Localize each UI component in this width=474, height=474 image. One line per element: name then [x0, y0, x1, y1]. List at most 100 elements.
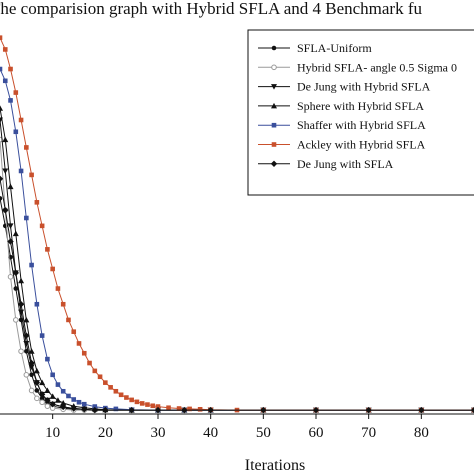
data-point: [2, 47, 8, 52]
data-point: [18, 277, 25, 284]
data-point: [18, 168, 24, 174]
data-point: [7, 274, 14, 280]
data-point: [2, 168, 9, 174]
data-point: [45, 247, 50, 252]
legend-entry: SFLA-Uniform: [258, 41, 372, 55]
legend-entry: Shaffer with Hybrid SFLA: [258, 118, 426, 132]
data-point: [71, 329, 77, 334]
data-point: [154, 406, 162, 414]
data-point: [29, 262, 34, 268]
data-point: [0, 196, 3, 201]
data-point: [50, 372, 55, 378]
legend-box: [247, 29, 474, 196]
data-point: [128, 406, 135, 414]
data-point: [8, 66, 13, 72]
data-point: [49, 393, 56, 399]
legend-entry: Ackley with Hybrid SFLA: [258, 138, 426, 152]
data-point: [155, 404, 161, 409]
data-point: [55, 286, 61, 291]
data-point: [60, 301, 66, 307]
data-point: [92, 404, 98, 409]
data-point: [312, 406, 320, 414]
data-point: [34, 388, 40, 393]
data-point: [97, 374, 103, 380]
data-point: [28, 359, 35, 367]
data-point: [0, 66, 3, 72]
data-point: [13, 90, 19, 95]
data-point: [103, 380, 108, 385]
data-point: [166, 405, 171, 411]
legend-marker: [271, 45, 277, 51]
data-point: [44, 397, 51, 404]
legend-marker: [271, 122, 277, 128]
x-tick-label: 70: [361, 425, 376, 441]
data-point: [207, 406, 214, 414]
data-point: [28, 348, 35, 354]
data-point: [176, 406, 182, 411]
data-point: [7, 223, 14, 229]
data-point: [60, 400, 67, 406]
data-point: [23, 332, 30, 339]
data-point: [44, 403, 51, 409]
data-point: [70, 405, 77, 412]
data-point: [24, 215, 29, 221]
data-point: [418, 406, 425, 414]
legend-entry: Hybrid SFLA- angle 0.5 Sigma 0: [258, 60, 457, 74]
legend-marker: [270, 160, 278, 167]
data-point: [129, 397, 134, 403]
data-point: [113, 388, 119, 394]
data-point: [76, 399, 82, 405]
data-point: [29, 172, 34, 178]
legend-entry: Sphere with Hybrid SFLA: [258, 99, 424, 113]
legend-label: Hybrid SFLA- angle 0.5 Sigma 0: [297, 60, 457, 74]
legend-label: SFLA-Uniform: [297, 41, 372, 55]
data-point: [60, 403, 67, 411]
legend-label: De Jung with Hybrid SFLA: [297, 80, 431, 94]
data-point: [365, 406, 372, 414]
data-point: [145, 402, 150, 407]
data-point: [24, 145, 29, 150]
data-point: [55, 382, 61, 387]
data-point: [71, 397, 77, 402]
data-point: [470, 406, 474, 414]
data-point: [7, 238, 14, 245]
data-point: [102, 406, 109, 414]
data-point: [134, 399, 140, 405]
data-point: [81, 401, 87, 407]
x-tick-label: 10: [45, 425, 60, 441]
data-point: [66, 393, 71, 399]
data-point: [66, 317, 71, 323]
data-point: [0, 175, 4, 182]
data-point: [34, 395, 40, 402]
data-point: [76, 341, 82, 346]
x-tick-label: 50: [256, 425, 271, 441]
data-point: [12, 230, 19, 237]
legend-entry: De Jung with Hybrid SFLA: [258, 80, 431, 94]
data-point: [7, 183, 14, 190]
data-point: [0, 35, 3, 40]
data-point: [23, 316, 30, 323]
data-point: [187, 406, 192, 412]
data-point: [45, 356, 50, 362]
legend-entry: De Jung with SFLA: [258, 157, 394, 171]
data-point: [44, 387, 51, 393]
data-point: [81, 350, 87, 356]
data-point: [113, 406, 119, 412]
data-point: [17, 301, 25, 308]
data-point: [50, 266, 55, 272]
x-axis-label: Iterations: [245, 457, 305, 474]
x-tick-label: 80: [414, 425, 429, 441]
data-point: [33, 379, 41, 386]
legend-marker: [271, 84, 277, 90]
data-point: [108, 385, 113, 390]
data-point: [2, 78, 8, 84]
legend-label: Shaffer with Hybrid SFLA: [297, 118, 426, 132]
data-point: [13, 317, 19, 323]
series-7: [0, 175, 474, 414]
data-point: [49, 401, 56, 408]
data-point: [28, 364, 35, 370]
legend-label: De Jung with SFLA: [297, 157, 394, 171]
data-point: [2, 206, 9, 214]
data-point: [2, 136, 9, 143]
